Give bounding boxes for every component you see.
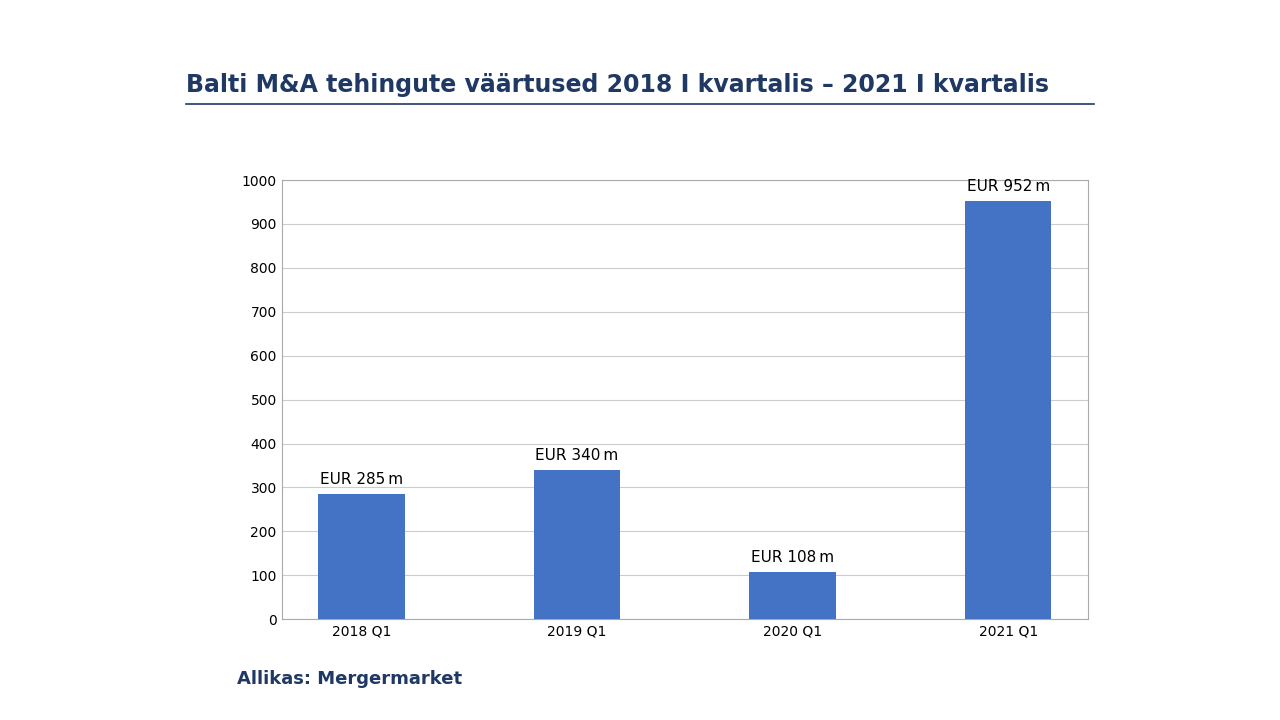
- Text: EUR 285 m: EUR 285 m: [320, 472, 403, 487]
- Text: Balti M&A tehingute väärtused 2018 I kvartalis – 2021 I kvartalis: Balti M&A tehingute väärtused 2018 I kva…: [186, 73, 1048, 97]
- Bar: [319, 494, 404, 619]
- Text: Allikas: Mergermarket: Allikas: Mergermarket: [237, 670, 462, 688]
- Text: EUR 952 m: EUR 952 m: [966, 179, 1050, 194]
- Text: EUR 108 m: EUR 108 m: [751, 550, 835, 565]
- Bar: [750, 572, 836, 619]
- Bar: [965, 201, 1051, 619]
- Bar: [534, 470, 620, 619]
- Text: EUR 340 m: EUR 340 m: [535, 449, 618, 463]
